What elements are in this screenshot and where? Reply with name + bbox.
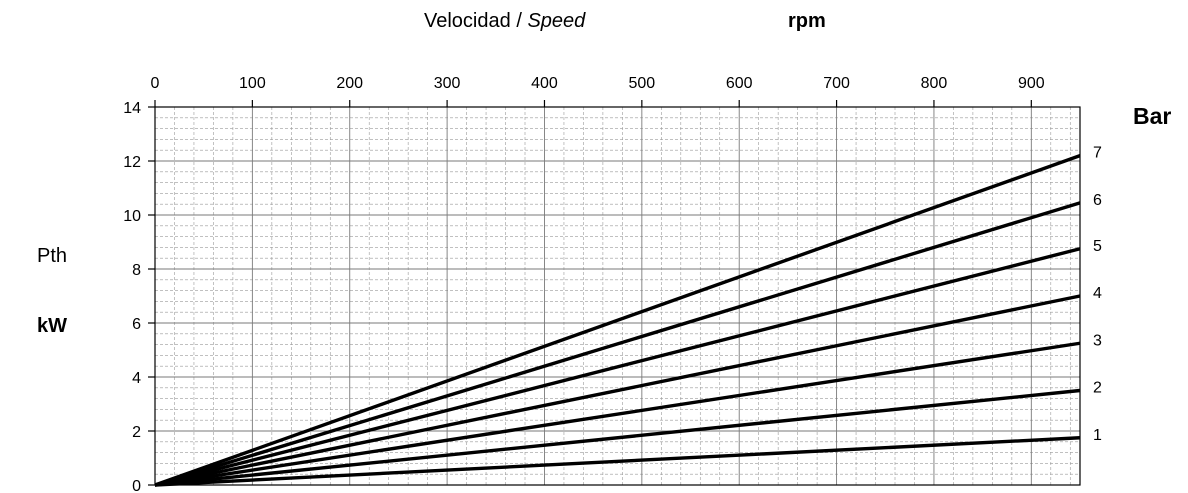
x-axis-title-separator: / <box>516 10 522 32</box>
x-tick-label: 100 <box>239 75 266 92</box>
y-tick-label: 14 <box>123 100 141 117</box>
y-tick-label: 2 <box>132 424 141 441</box>
x-tick-label: 900 <box>1018 75 1045 92</box>
x-axis-title-row: Velocidad / Speed rpm <box>0 6 1188 36</box>
x-axis-ticks: 0 100 200 300 400 500 600 700 800 900 <box>151 75 1045 107</box>
y-axis-title: Pth <box>37 245 68 267</box>
major-grid <box>154 106 1080 486</box>
series-label-2: 2 <box>1093 380 1102 397</box>
series-label-6: 6 <box>1093 192 1102 209</box>
x-tick-label: 800 <box>921 75 948 92</box>
y-tick-label: 10 <box>123 208 141 225</box>
y-tick-label: 8 <box>132 262 141 279</box>
series-line-3 <box>154 341 1081 487</box>
x-axis-title-italic: Speed <box>527 10 586 32</box>
y-axis-unit: kW <box>37 315 67 337</box>
y-tick-label: 6 <box>132 316 141 333</box>
series-axis-label: Bar <box>1133 103 1172 129</box>
y-tick-label: 12 <box>123 154 141 171</box>
series-label-7: 7 <box>1093 145 1102 162</box>
x-axis-title-main: Velocidad <box>424 10 511 32</box>
series-labels: 1 2 3 4 5 6 7 <box>1093 145 1102 444</box>
series-label-1: 1 <box>1093 427 1102 444</box>
x-axis-title: Velocidad / Speed <box>424 10 585 33</box>
x-tick-label: 200 <box>336 75 363 92</box>
y-tick-label: 4 <box>132 370 141 387</box>
series-label-3: 3 <box>1093 332 1102 349</box>
x-tick-label: 300 <box>434 75 461 92</box>
x-tick-label: 600 <box>726 75 753 92</box>
series-label-5: 5 <box>1093 238 1102 255</box>
series-line-6 <box>154 201 1081 487</box>
series-label-4: 4 <box>1093 285 1102 302</box>
series-line-1 <box>154 436 1081 487</box>
series-line-2 <box>154 388 1081 487</box>
series-line-5 <box>154 247 1081 487</box>
series-line-7 <box>154 153 1081 487</box>
x-tick-label: 500 <box>628 75 655 92</box>
x-tick-label: 700 <box>823 75 850 92</box>
y-tick-label: 0 <box>132 478 141 493</box>
minor-grid <box>155 107 1080 485</box>
x-axis-unit: rpm <box>788 10 826 32</box>
y-axis-ticks: 0 2 4 6 8 10 12 14 <box>123 100 155 493</box>
series-line-4 <box>154 294 1081 487</box>
series-lines <box>154 153 1081 487</box>
x-tick-label: 0 <box>151 75 160 92</box>
x-tick-label: 400 <box>531 75 558 92</box>
plot-frame <box>154 106 1081 486</box>
